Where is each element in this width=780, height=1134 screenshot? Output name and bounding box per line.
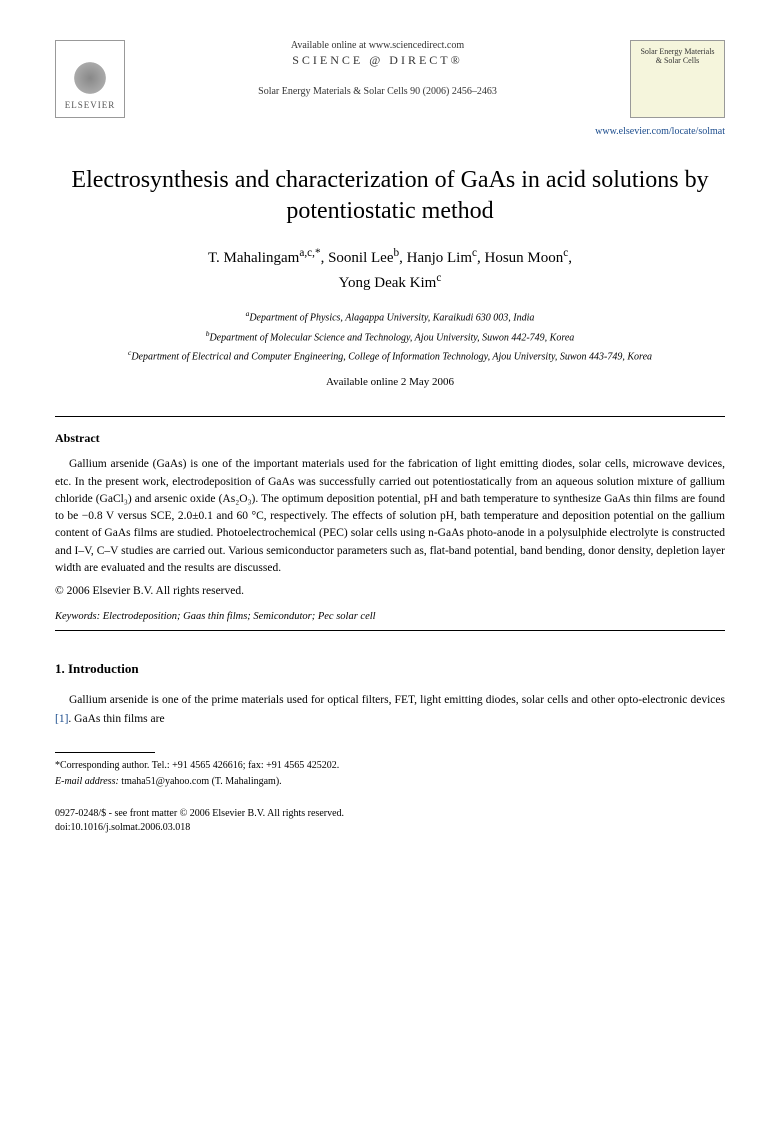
journal-reference: Solar Energy Materials & Solar Cells 90 …: [135, 86, 620, 97]
introduction-heading: 1. Introduction: [55, 661, 725, 677]
footer-block: 0927-0248/$ - see front matter © 2006 El…: [55, 807, 725, 835]
divider-bottom: [55, 630, 725, 631]
header-center: Available online at www.sciencedirect.co…: [125, 40, 630, 97]
available-online-date: Available online 2 May 2006: [55, 376, 725, 388]
divider-top: [55, 416, 725, 417]
abstract-heading: Abstract: [55, 431, 725, 446]
author-3-sup: c: [472, 247, 477, 259]
author-2-sup: b: [393, 247, 399, 259]
affiliation-c-text: Department of Electrical and Computer En…: [131, 351, 652, 362]
email-footnote: E-mail address: tmaha51@yahoo.com (T. Ma…: [55, 775, 725, 789]
elsevier-logo: ELSEVIER: [55, 40, 125, 118]
journal-cover-box: Solar Energy Materials & Solar Cells: [630, 40, 725, 118]
affiliation-a: aDepartment of Physics, Alagappa Univers…: [55, 308, 725, 325]
author-1: T. Mahalingam: [208, 250, 299, 266]
keywords-text: Electrodeposition; Gaas thin films; Semi…: [100, 611, 375, 622]
author-5: Yong Deak Kim: [339, 275, 437, 291]
intro-text-part2: . GaAs thin films are: [68, 713, 164, 725]
article-title: Electrosynthesis and characterization of…: [55, 165, 725, 227]
intro-text-part1: Gallium arsenide is one of the prime mat…: [69, 694, 725, 706]
affiliation-b: bDepartment of Molecular Science and Tec…: [55, 328, 725, 345]
keywords-label: Keywords:: [55, 611, 100, 622]
journal-url-link[interactable]: www.elsevier.com/locate/solmat: [55, 126, 725, 137]
author-2: Soonil Lee: [328, 250, 393, 266]
author-4-sup: c: [563, 247, 568, 259]
available-online-text: Available online at www.sciencedirect.co…: [135, 40, 620, 51]
keywords-line: Keywords: Electrodeposition; Gaas thin f…: [55, 611, 725, 622]
elsevier-tree-icon: [65, 48, 115, 98]
footer-doi: doi:10.1016/j.solmat.2006.03.018: [55, 821, 725, 835]
authors-list: T. Mahalingama,c,*, Soonil Leeb, Hanjo L…: [55, 245, 725, 294]
email-address[interactable]: tmaha51@yahoo.com (T. Mahalingam).: [119, 776, 282, 787]
corresponding-author-footnote: *Corresponding author. Tel.: +91 4565 42…: [55, 759, 725, 773]
author-5-sup: c: [436, 272, 441, 284]
journal-box-line1: Solar Energy Materials: [640, 47, 714, 56]
author-1-sup: a,c,*: [299, 247, 320, 259]
header-row: ELSEVIER Available online at www.science…: [55, 40, 725, 118]
abstract-text: Gallium arsenide (GaAs) is one of the im…: [55, 456, 725, 577]
journal-box-line2: & Solar Cells: [656, 56, 700, 65]
affiliation-c: cDepartment of Electrical and Computer E…: [55, 347, 725, 364]
footer-line1: 0927-0248/$ - see front matter © 2006 El…: [55, 807, 725, 821]
author-4: Hosun Moon: [485, 250, 564, 266]
footnote-divider: [55, 752, 155, 753]
affiliation-a-text: Department of Physics, Alagappa Universi…: [249, 313, 534, 324]
science-direct-logo-text: SCIENCE @ DIRECT®: [135, 53, 620, 68]
email-label: E-mail address:: [55, 776, 119, 787]
abstract-copyright: © 2006 Elsevier B.V. All rights reserved…: [55, 585, 725, 597]
introduction-text: Gallium arsenide is one of the prime mat…: [55, 691, 725, 728]
elsevier-label: ELSEVIER: [65, 100, 116, 110]
affiliation-b-text: Department of Molecular Science and Tech…: [209, 332, 574, 343]
reference-link-1[interactable]: [1]: [55, 713, 68, 725]
author-3: Hanjo Lim: [407, 250, 472, 266]
